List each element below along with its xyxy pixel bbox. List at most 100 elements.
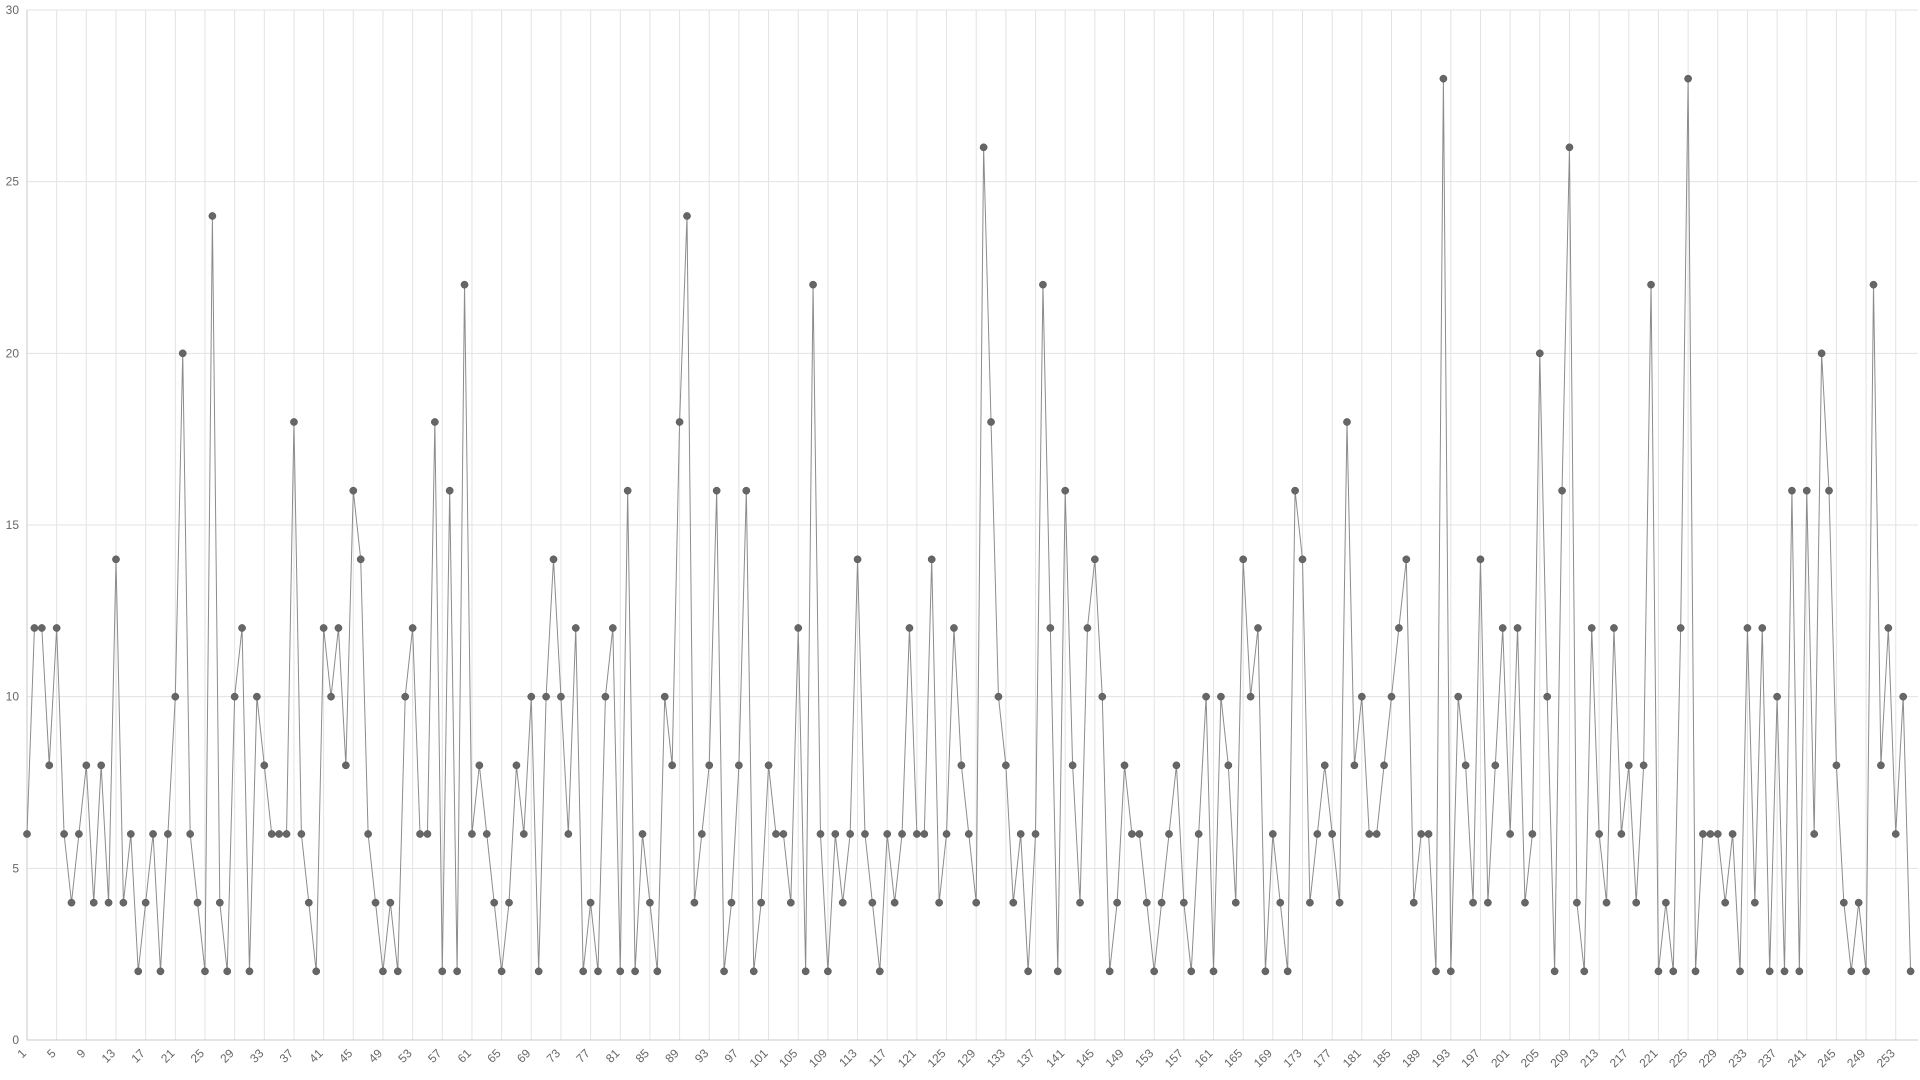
data-point <box>616 967 625 976</box>
data-point <box>208 212 217 220</box>
data-point <box>571 624 580 632</box>
data-point <box>1906 967 1915 976</box>
data-point <box>327 692 335 701</box>
data-point <box>171 692 180 701</box>
data-point <box>267 830 276 838</box>
data-point <box>1320 761 1329 770</box>
data-point <box>913 830 921 838</box>
x-tick-label: 61 <box>455 1046 475 1066</box>
data-point <box>824 967 832 976</box>
data-point <box>178 349 187 358</box>
data-point <box>1343 418 1351 426</box>
x-tick-label: 57 <box>425 1046 445 1066</box>
data-point <box>749 967 758 976</box>
data-point <box>364 830 372 838</box>
data-point <box>215 898 224 907</box>
data-point <box>52 624 61 632</box>
data-point <box>1291 486 1299 495</box>
data-point <box>1773 692 1781 701</box>
x-tick-label: 201 <box>1488 1046 1512 1070</box>
data-point <box>1891 830 1900 838</box>
data-point <box>275 830 283 838</box>
data-point <box>408 624 417 632</box>
data-point <box>1669 967 1678 976</box>
data-point <box>1365 830 1374 838</box>
x-tick-label: 93 <box>692 1046 712 1066</box>
data-point <box>201 967 209 976</box>
data-point <box>453 967 461 976</box>
x-tick-label: 21 <box>158 1046 178 1066</box>
x-tick-label: 45 <box>336 1046 356 1066</box>
data-point <box>1647 280 1655 289</box>
data-point <box>1209 967 1218 976</box>
data-point <box>1817 349 1826 358</box>
data-point <box>82 761 91 770</box>
data-point <box>757 898 766 907</box>
data-point <box>468 830 476 838</box>
data-point <box>942 830 951 838</box>
x-tick-label: 5 <box>44 1046 59 1061</box>
x-tick-label: 161 <box>1192 1046 1216 1070</box>
data-point <box>104 898 113 907</box>
x-tick-label: 17 <box>128 1046 148 1066</box>
x-tick-label: 125 <box>925 1046 949 1070</box>
data-point <box>1016 830 1025 838</box>
data-point <box>1217 692 1225 701</box>
x-tick-label: 77 <box>573 1046 593 1066</box>
x-tick-label: 73 <box>544 1046 564 1066</box>
data-point <box>1150 967 1159 976</box>
data-point <box>1053 967 1062 976</box>
data-point <box>1002 761 1010 770</box>
data-point <box>245 967 254 976</box>
data-point <box>431 418 439 426</box>
x-tick-label: 81 <box>603 1046 623 1066</box>
data-point <box>1654 967 1663 976</box>
x-tick-label: 217 <box>1607 1046 1631 1070</box>
data-point <box>1587 624 1596 632</box>
data-point <box>853 555 862 564</box>
data-point <box>186 830 194 838</box>
x-tick-label: 245 <box>1814 1046 1838 1070</box>
x-tick-label: 25 <box>188 1046 208 1066</box>
x-tick-label: 33 <box>247 1046 267 1066</box>
data-point <box>1469 898 1477 907</box>
data-point <box>964 830 973 838</box>
data-point <box>1024 967 1032 976</box>
x-tick-label: 253 <box>1874 1046 1898 1070</box>
data-point <box>1039 280 1047 289</box>
data-point <box>1380 761 1388 770</box>
data-point <box>1239 555 1248 564</box>
data-point <box>1662 898 1670 907</box>
x-tick-label: 109 <box>806 1046 830 1070</box>
x-tick-label: 193 <box>1429 1046 1453 1070</box>
data-point <box>987 418 995 426</box>
x-tick-label: 185 <box>1370 1046 1394 1070</box>
data-point <box>838 898 847 907</box>
data-point <box>1091 555 1099 564</box>
data-point <box>282 830 291 838</box>
data-point <box>727 898 736 907</box>
data-point <box>423 830 432 838</box>
data-point <box>1721 898 1730 907</box>
data-point <box>1765 967 1774 976</box>
x-tick-label: 225 <box>1666 1046 1690 1070</box>
data-point <box>164 830 172 838</box>
axes <box>26 10 1918 1041</box>
data-point <box>883 830 892 838</box>
data-point <box>1802 486 1811 495</box>
data-point <box>297 830 306 838</box>
x-tick-label: 169 <box>1251 1046 1275 1070</box>
data-point <box>527 692 536 701</box>
data-point <box>579 967 588 976</box>
data-point <box>1031 830 1040 838</box>
data-point <box>230 692 239 701</box>
data-point <box>134 967 143 976</box>
data-point <box>1113 898 1121 907</box>
data-point <box>1543 692 1552 701</box>
data-point <box>1395 624 1403 632</box>
data-point <box>1676 624 1685 632</box>
x-tick-label: 85 <box>633 1046 653 1066</box>
data-point <box>720 967 728 976</box>
data-point <box>1595 830 1603 838</box>
data-point <box>1298 555 1307 564</box>
